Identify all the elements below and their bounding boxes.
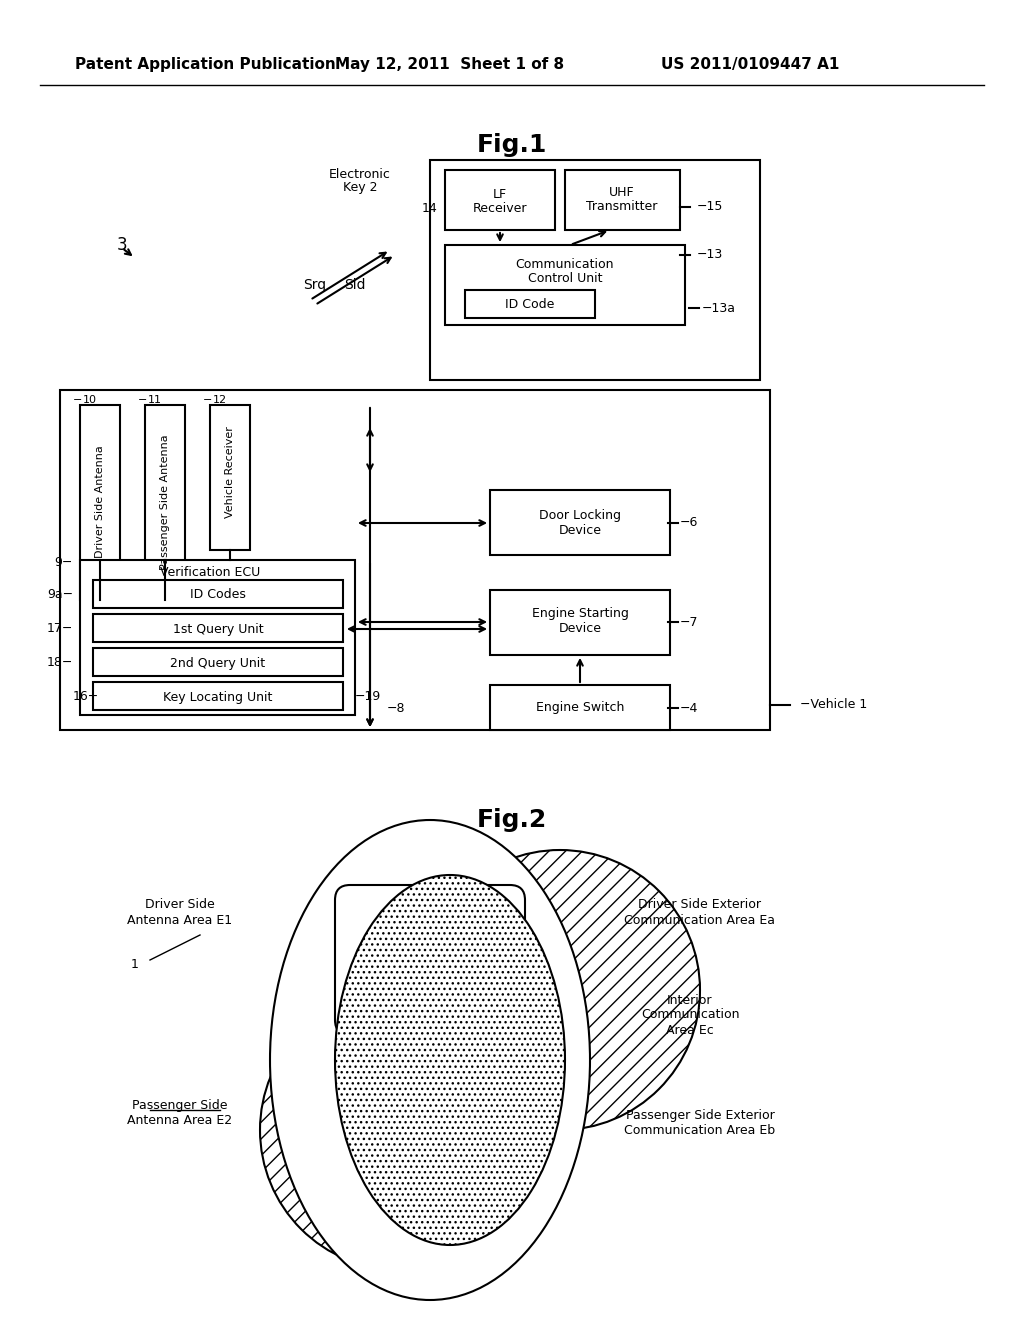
Text: Passenger Side Antenna: Passenger Side Antenna — [160, 434, 170, 570]
FancyBboxPatch shape — [80, 560, 355, 715]
Text: Driver Side Exterior: Driver Side Exterior — [639, 899, 762, 912]
Text: 1: 1 — [131, 958, 139, 972]
FancyBboxPatch shape — [490, 590, 670, 655]
Text: 16−: 16− — [73, 690, 99, 704]
Text: −13a: −13a — [702, 301, 736, 314]
FancyBboxPatch shape — [465, 290, 595, 318]
FancyBboxPatch shape — [565, 170, 680, 230]
Text: Device: Device — [558, 524, 601, 536]
Text: −6: −6 — [680, 516, 698, 529]
Text: 10: 10 — [83, 395, 97, 405]
Text: Key Locating Unit: Key Locating Unit — [163, 690, 272, 704]
Text: Communication Area Ea: Communication Area Ea — [625, 913, 775, 927]
Text: −7: −7 — [680, 615, 698, 628]
Text: Engine Switch: Engine Switch — [536, 701, 625, 714]
FancyBboxPatch shape — [210, 405, 250, 550]
Text: Communication: Communication — [516, 259, 614, 272]
Text: Door Locking: Door Locking — [539, 508, 621, 521]
Text: Srq: Srq — [303, 279, 327, 292]
FancyBboxPatch shape — [450, 935, 470, 950]
Text: Fig.1: Fig.1 — [477, 133, 547, 157]
Text: 9a−: 9a− — [47, 589, 73, 602]
Text: Verification ECU: Verification ECU — [160, 566, 260, 579]
Text: Interior: Interior — [668, 994, 713, 1006]
Text: Driver Side: Driver Side — [145, 899, 215, 912]
Text: LF: LF — [493, 189, 507, 202]
Text: Antenna Area E2: Antenna Area E2 — [127, 1114, 232, 1126]
Text: Patent Application Publication: Patent Application Publication — [75, 58, 336, 73]
Text: 12: 12 — [213, 395, 227, 405]
Text: 11: 11 — [442, 1098, 458, 1111]
Text: Vehicle Receiver: Vehicle Receiver — [225, 426, 234, 517]
Text: −15: −15 — [697, 201, 723, 214]
FancyBboxPatch shape — [445, 170, 555, 230]
FancyBboxPatch shape — [490, 490, 670, 554]
Text: −: − — [204, 395, 213, 405]
Text: 9−: 9− — [54, 557, 73, 569]
Text: −13: −13 — [697, 248, 723, 261]
Text: Area Ec: Area Ec — [667, 1023, 714, 1036]
Text: Communication: Communication — [641, 1008, 739, 1022]
Text: Device: Device — [558, 623, 601, 635]
Text: −4: −4 — [680, 701, 698, 714]
Text: Transmitter: Transmitter — [587, 201, 657, 214]
Text: Communication Area Eb: Communication Area Eb — [625, 1123, 775, 1137]
Ellipse shape — [335, 875, 565, 1245]
Text: Passenger Side Exterior: Passenger Side Exterior — [626, 1109, 774, 1122]
FancyBboxPatch shape — [335, 884, 525, 1035]
FancyBboxPatch shape — [93, 579, 343, 609]
Text: Fig.2: Fig.2 — [477, 808, 547, 832]
FancyBboxPatch shape — [93, 614, 343, 642]
Text: Control Unit: Control Unit — [527, 272, 602, 285]
FancyBboxPatch shape — [450, 1080, 470, 1096]
Text: Sid: Sid — [344, 279, 366, 292]
Text: May 12, 2011  Sheet 1 of 8: May 12, 2011 Sheet 1 of 8 — [336, 58, 564, 73]
Ellipse shape — [270, 820, 590, 1300]
Text: 14: 14 — [421, 202, 437, 214]
FancyBboxPatch shape — [93, 682, 343, 710]
Text: −: − — [74, 395, 83, 405]
Text: US 2011/0109447 A1: US 2011/0109447 A1 — [660, 58, 840, 73]
FancyBboxPatch shape — [93, 648, 343, 676]
Text: −8: −8 — [387, 701, 406, 714]
Text: Passenger Side: Passenger Side — [132, 1098, 227, 1111]
Text: Electronic: Electronic — [329, 169, 391, 181]
Text: ID Codes: ID Codes — [190, 589, 246, 602]
Text: Driver Side Antenna: Driver Side Antenna — [95, 446, 105, 558]
Text: ID Code: ID Code — [505, 298, 555, 312]
Text: Key 2: Key 2 — [343, 181, 377, 194]
FancyBboxPatch shape — [80, 405, 120, 601]
Text: 17−: 17− — [47, 623, 73, 635]
FancyBboxPatch shape — [430, 160, 760, 380]
Text: 18−: 18− — [47, 656, 73, 669]
Text: 10: 10 — [442, 953, 458, 966]
FancyBboxPatch shape — [145, 405, 185, 601]
FancyBboxPatch shape — [60, 389, 770, 730]
Text: 2nd Query Unit: 2nd Query Unit — [170, 656, 265, 669]
Text: Receiver: Receiver — [473, 202, 527, 214]
Text: 1st Query Unit: 1st Query Unit — [173, 623, 263, 635]
Text: Engine Starting: Engine Starting — [531, 607, 629, 620]
FancyBboxPatch shape — [445, 246, 685, 325]
Text: −19: −19 — [355, 690, 381, 704]
Text: −: − — [138, 395, 147, 405]
Text: Antenna Area E1: Antenna Area E1 — [127, 913, 232, 927]
FancyBboxPatch shape — [490, 685, 670, 730]
Text: 3: 3 — [117, 236, 127, 253]
Text: UHF: UHF — [609, 186, 635, 199]
Text: −Vehicle 1: −Vehicle 1 — [800, 698, 867, 711]
Text: 11: 11 — [148, 395, 162, 405]
